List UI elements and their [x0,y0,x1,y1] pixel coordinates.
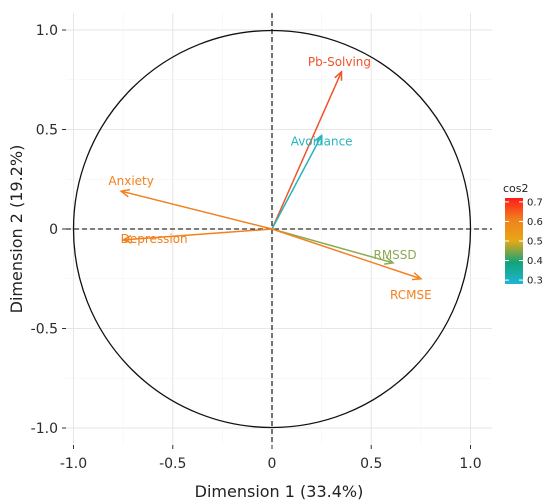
x-axis-title: Dimension 1 (33.4%) [195,482,364,501]
cos2-legend: cos2 0.7 0.6 0.5 0.4 0.3 [503,182,543,287]
legend-tick-label: 0.6 [527,217,543,228]
y-tick-label: -0.5 [31,322,58,338]
legend-colorbar [505,198,523,284]
arrow-shaft [271,228,394,264]
variable-label: RMSSD [373,248,416,262]
y-tick-label: -1.0 [31,421,58,437]
arrow-shaft [120,190,273,230]
arrow-shaft [271,228,422,280]
y-axis-ticks: -1.0 -0.5 0 0.5 1.0 [31,23,66,437]
variable-label: RCMSE [390,288,432,302]
arrow-shaft [271,71,343,230]
variable-labels: Pb-Solving Avoidance Anxiety Depression RMSS… [108,55,431,302]
variable-arrows [119,70,423,281]
legend-title: cos2 [503,182,529,195]
y-tick-label: 1.0 [36,23,58,39]
y-tick-label: 0.5 [36,123,58,139]
variable-label: Depression [121,232,188,246]
x-tick-label: -0.5 [159,456,186,472]
arrow-head [314,133,323,145]
y-tick-label: 0 [49,222,58,238]
x-axis-ticks: -1.0 -0.5 0 0.5 1.0 [60,445,482,472]
variable-label: Anxiety [108,174,153,188]
y-axis-title: Dimension 2 (19.2%) [7,145,26,314]
legend-tick-label: 0.4 [527,256,543,267]
x-tick-label: 0.5 [360,456,382,472]
arrow-head [119,188,131,198]
x-tick-label: 0 [268,456,277,472]
arrow-head [411,272,423,281]
legend-tick-label: 0.5 [527,237,543,248]
variable-label: Avoidance [291,134,353,148]
arrow-head [384,256,395,265]
legend-tick-label: 0.3 [527,276,543,287]
variable-label: Pb-Solving [308,55,371,69]
arrow-shaft [271,135,323,230]
x-tick-label: 1.0 [459,456,481,472]
legend-ticks: 0.7 0.6 0.5 0.4 0.3 [505,197,543,287]
arrow-shaft [123,228,273,241]
legend-tick-label: 0.7 [527,197,543,208]
correlation-circle [72,29,472,429]
arrow-head [334,70,343,81]
x-tick-label: -1.0 [60,456,87,472]
arrow-head [121,235,132,244]
